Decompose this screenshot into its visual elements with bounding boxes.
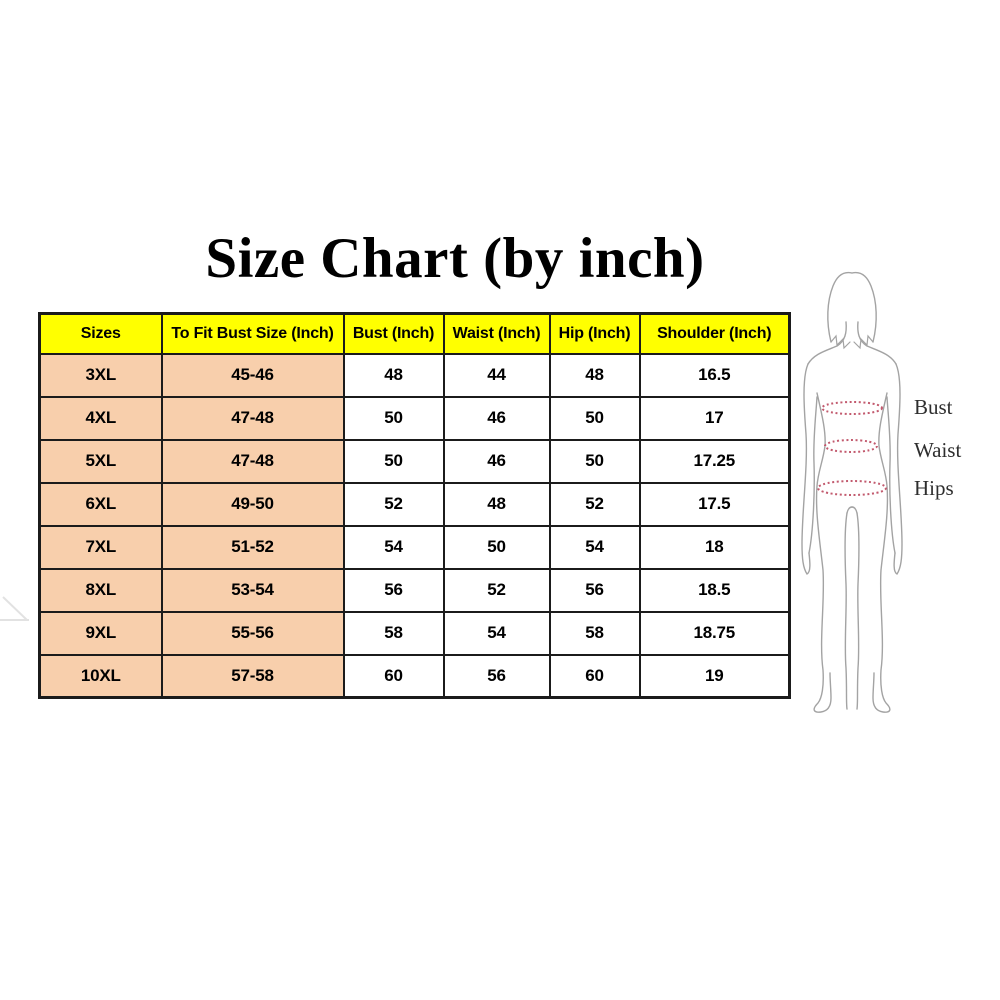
waist-cell: 44: [442, 352, 551, 398]
fit-bust-cell: 57-58: [160, 653, 345, 699]
hips-measure-line: [817, 480, 887, 496]
size-cell: 10XL: [38, 653, 163, 699]
size-cell: 5XL: [38, 438, 163, 484]
body-outline: [801, 271, 903, 713]
waist-label: Waist: [914, 438, 961, 462]
column-header-waist: Waist (Inch): [442, 312, 551, 355]
hip-cell: 48: [548, 352, 641, 398]
shoulder-cell: 17.25: [638, 438, 791, 484]
shoulder-cell: 17.5: [638, 481, 791, 527]
waist-cell: 50: [442, 524, 551, 570]
page-title: Size Chart (by inch): [205, 227, 705, 290]
column-header-bust: Bust (Inch): [342, 312, 445, 355]
fit-bust-cell: 51-52: [160, 524, 345, 570]
column-header-sizes: Sizes: [38, 312, 163, 355]
body-measurement-figure: Bust Waist Hips: [790, 262, 1000, 722]
bust-cell: 54: [342, 524, 445, 570]
bust-cell: 58: [342, 610, 445, 656]
table-row-3xl: 3XL 45-46 48 44 48 16.5: [38, 352, 791, 398]
shoulder-cell: 18: [638, 524, 791, 570]
size-cell: 8XL: [38, 567, 163, 613]
hips-label: Hips: [914, 476, 954, 500]
bust-cell: 50: [342, 395, 445, 441]
fit-bust-cell: 47-48: [160, 438, 345, 484]
shoulder-cell: 18.75: [638, 610, 791, 656]
hip-cell: 58: [548, 610, 641, 656]
waist-cell: 54: [442, 610, 551, 656]
table-row-4xl: 4XL 47-48 50 46 50 17: [38, 395, 791, 441]
fit-bust-cell: 45-46: [160, 352, 345, 398]
bust-cell: 48: [342, 352, 445, 398]
bust-measure-line: [821, 401, 883, 415]
fit-bust-cell: 53-54: [160, 567, 345, 613]
waist-cell: 48: [442, 481, 551, 527]
fit-bust-cell: 47-48: [160, 395, 345, 441]
measurement-lines: [817, 401, 887, 496]
table-header-row: Sizes To Fit Bust Size (Inch) Bust (Inch…: [38, 312, 791, 355]
waist-measure-line: [824, 439, 878, 453]
size-cell: 9XL: [38, 610, 163, 656]
table-row-6xl: 6XL 49-50 52 48 52 17.5: [38, 481, 791, 527]
shoulder-cell: 16.5: [638, 352, 791, 398]
shoulder-cell: 19: [638, 653, 791, 699]
shoulder-cell: 18.5: [638, 567, 791, 613]
column-header-hip: Hip (Inch): [548, 312, 641, 355]
fit-bust-cell: 49-50: [160, 481, 345, 527]
column-header-to-fit-bust: To Fit Bust Size (Inch): [160, 312, 345, 355]
hip-cell: 50: [548, 395, 641, 441]
size-chart-table: Sizes To Fit Bust Size (Inch) Bust (Inch…: [38, 312, 791, 699]
hip-cell: 54: [548, 524, 641, 570]
column-header-shoulder: Shoulder (Inch): [638, 312, 791, 355]
watermark-artifact: [0, 596, 29, 621]
hip-cell: 60: [548, 653, 641, 699]
size-cell: 4XL: [38, 395, 163, 441]
table-row-7xl: 7XL 51-52 54 50 54 18: [38, 524, 791, 570]
waist-cell: 52: [442, 567, 551, 613]
table-row-8xl: 8XL 53-54 56 52 56 18.5: [38, 567, 791, 613]
table-row-10xl: 10XL 57-58 60 56 60 19: [38, 653, 791, 699]
hip-cell: 50: [548, 438, 641, 484]
shoulder-cell: 17: [638, 395, 791, 441]
waist-cell: 56: [442, 653, 551, 699]
bust-label: Bust: [914, 395, 953, 419]
size-cell: 7XL: [38, 524, 163, 570]
bust-cell: 50: [342, 438, 445, 484]
hip-cell: 56: [548, 567, 641, 613]
table-row-9xl: 9XL 55-56 58 54 58 18.75: [38, 610, 791, 656]
waist-cell: 46: [442, 438, 551, 484]
size-cell: 3XL: [38, 352, 163, 398]
bust-cell: 60: [342, 653, 445, 699]
table-row-5xl: 5XL 47-48 50 46 50 17.25: [38, 438, 791, 484]
bust-cell: 52: [342, 481, 445, 527]
fit-bust-cell: 55-56: [160, 610, 345, 656]
size-cell: 6XL: [38, 481, 163, 527]
hip-cell: 52: [548, 481, 641, 527]
waist-cell: 46: [442, 395, 551, 441]
bust-cell: 56: [342, 567, 445, 613]
female-outline-illustration: Bust Waist Hips: [801, 271, 961, 713]
